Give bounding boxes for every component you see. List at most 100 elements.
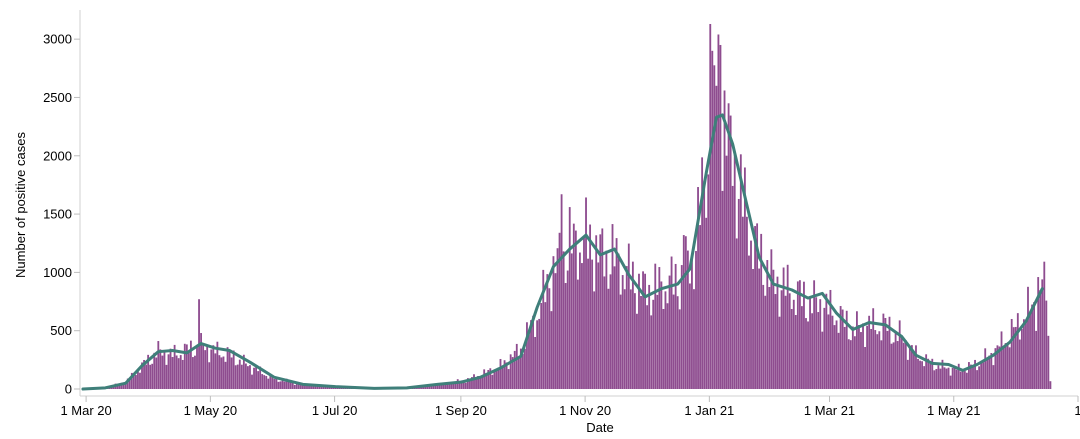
daily-cases-bar — [134, 375, 137, 389]
y-tick-label: 2500 — [43, 90, 72, 105]
daily-cases-bar — [519, 348, 522, 389]
daily-cases-bar — [422, 386, 424, 390]
daily-cases-bar — [699, 225, 701, 389]
daily-cases-bar — [568, 207, 571, 389]
daily-cases-bar — [473, 374, 475, 389]
daily-cases-bar — [574, 230, 577, 389]
daily-cases-bar — [497, 367, 500, 389]
daily-cases-bar — [483, 369, 486, 389]
daily-cases-bar — [448, 384, 451, 389]
daily-cases-bar — [177, 358, 180, 389]
daily-cases-bar — [727, 103, 730, 389]
daily-cases-bar — [813, 280, 816, 390]
daily-cases-bar — [906, 359, 909, 389]
daily-cases-bar — [495, 370, 498, 389]
daily-cases-bar — [464, 382, 467, 389]
daily-cases-bar — [206, 345, 209, 389]
daily-cases-bar — [240, 364, 243, 389]
daily-cases-bar — [792, 299, 795, 390]
daily-cases-bar — [204, 350, 207, 389]
daily-cases-bar — [686, 250, 689, 389]
daily-cases-bar — [249, 365, 251, 390]
daily-cases-bar — [809, 296, 811, 389]
daily-cases-bar — [731, 185, 734, 389]
daily-cases-bar — [1010, 318, 1013, 390]
daily-cases-bar — [509, 354, 512, 389]
daily-cases-bar — [864, 346, 866, 389]
daily-cases-bar — [766, 260, 769, 389]
daily-cases-bar — [1043, 261, 1046, 389]
daily-cases-bar — [658, 267, 661, 389]
daily-cases-bar — [772, 269, 775, 389]
daily-cases-bar — [491, 374, 494, 390]
daily-cases-bar — [913, 353, 915, 389]
daily-cases-bar — [595, 235, 598, 389]
daily-cases-bar — [970, 364, 972, 390]
daily-cases-bar — [841, 309, 844, 389]
daily-cases-bar — [652, 299, 655, 390]
x-tick-label: 1 Sep 20 — [435, 403, 487, 418]
daily-cases-bar — [130, 372, 133, 389]
daily-cases-bar — [860, 332, 862, 389]
daily-cases-bar — [752, 269, 754, 390]
daily-cases-bar — [650, 315, 653, 389]
daily-cases-bar — [870, 328, 873, 389]
daily-cases-bar — [693, 289, 695, 390]
x-tick-label: 1 Nov 20 — [559, 403, 611, 418]
daily-cases-bar — [460, 380, 463, 389]
daily-cases-bar — [1020, 328, 1023, 389]
daily-cases-bar — [521, 353, 524, 390]
daily-cases-bar — [469, 378, 471, 390]
daily-cases-bar — [589, 224, 592, 389]
daily-cases-bar — [192, 357, 194, 389]
daily-cases-bar — [994, 348, 997, 390]
daily-cases-bar — [705, 217, 708, 389]
daily-cases-bar — [691, 256, 693, 389]
daily-cases-bar — [951, 368, 954, 389]
daily-cases-bar — [279, 381, 282, 389]
daily-cases-bar — [572, 223, 575, 389]
daily-cases-bar — [662, 309, 665, 389]
daily-cases-bar — [611, 224, 614, 389]
daily-cases-bar — [556, 248, 559, 389]
daily-cases-bar — [275, 377, 278, 390]
daily-cases-bar — [224, 361, 227, 389]
daily-cases-bar — [552, 256, 555, 390]
daily-cases-bar — [1049, 381, 1052, 390]
y-tick-label: 2000 — [43, 148, 72, 163]
daily-cases-bar — [955, 369, 958, 389]
y-tick-label: 3000 — [43, 32, 72, 47]
daily-cases-bar — [236, 364, 239, 389]
daily-cases-bar — [593, 291, 596, 390]
daily-cases-bar — [1000, 331, 1003, 389]
daily-cases-bar — [947, 367, 950, 389]
daily-cases-bar — [868, 315, 871, 389]
daily-cases-bar — [703, 180, 706, 390]
daily-cases-bar — [845, 310, 848, 389]
daily-cases-bar — [247, 366, 249, 390]
daily-cases-bar — [798, 280, 801, 389]
daily-cases-bar — [120, 382, 123, 389]
daily-cases-bar — [627, 243, 630, 389]
daily-cases-bar — [132, 374, 135, 389]
daily-cases-bar — [621, 275, 624, 389]
daily-cases-bar — [216, 341, 219, 389]
daily-cases-bar — [179, 355, 182, 389]
daily-cases-bar — [668, 275, 671, 389]
daily-cases-bar — [660, 281, 663, 389]
daily-cases-bar — [438, 385, 441, 390]
daily-cases-bar — [302, 383, 304, 389]
daily-cases-bar — [898, 320, 901, 390]
daily-cases-bar — [1025, 321, 1027, 389]
daily-cases-bar — [961, 371, 964, 390]
daily-cases-bar — [735, 238, 738, 389]
daily-cases-bar — [900, 336, 903, 389]
x-axis-title: Date — [586, 420, 613, 435]
daily-cases-bar — [530, 320, 532, 389]
daily-cases-bar — [149, 364, 152, 389]
daily-cases-bar — [784, 295, 787, 389]
daily-cases-bar — [122, 384, 125, 389]
x-tick-label: 1 Jan 21 — [684, 403, 734, 418]
daily-cases-bar — [754, 226, 756, 390]
daily-cases-bar — [540, 303, 543, 390]
